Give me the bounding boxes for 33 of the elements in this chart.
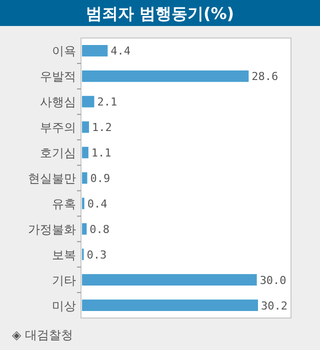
chart-title: 범죄자 범행동기(%) (86, 4, 234, 23)
y-tick-label: 가정불화 (28, 222, 76, 236)
data-label: 0.3 (86, 248, 107, 262)
y-tick-label: 미상 (52, 298, 76, 313)
data-label: 2.1 (97, 96, 118, 109)
y-tick-label: 현실불만 (28, 172, 76, 186)
bar (82, 300, 258, 311)
bar (82, 121, 89, 133)
y-tick-label: 기타 (52, 273, 76, 288)
data-label: 0.9 (90, 172, 110, 185)
y-tick-label: 호기심 (40, 146, 76, 160)
bar (82, 96, 94, 108)
y-tick-label: 보복 (52, 248, 76, 262)
y-tick-label: 유혹 (52, 196, 76, 211)
data-label: 0.8 (90, 222, 110, 236)
data-label: 30.0 (260, 274, 286, 287)
y-tick-label: 우발적 (40, 70, 76, 84)
data-label: 4.4 (110, 44, 131, 58)
data-label: 1.1 (91, 146, 112, 160)
y-tick-label: 이욕 (52, 44, 76, 58)
bar (82, 274, 257, 286)
data-label: 30.2 (260, 299, 288, 312)
bar (82, 70, 249, 82)
bar (82, 223, 87, 235)
data-label: 0.4 (87, 197, 108, 210)
data-label: 1.2 (92, 121, 112, 134)
y-tick-label: 부주의 (40, 120, 76, 135)
bar (82, 172, 88, 184)
data-label: 28.6 (252, 70, 278, 84)
text: ◈ 대검찰청 (12, 328, 74, 342)
y-tick-label: 사행심 (40, 95, 76, 110)
bar (82, 45, 108, 56)
bar (82, 146, 88, 158)
